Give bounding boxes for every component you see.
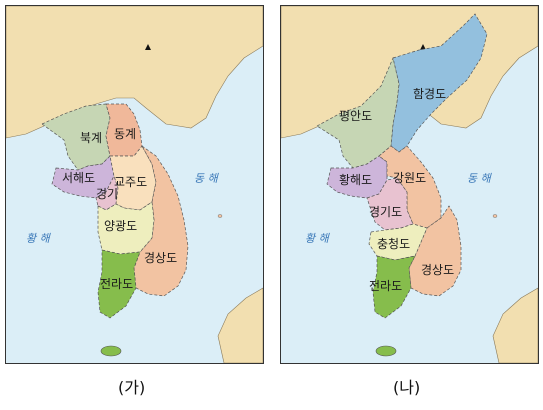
region-donggye <box>105 103 143 157</box>
sea-label-west: 황 해 <box>26 232 52 245</box>
land-outside <box>6 6 263 139</box>
map-a: 북계 동계 서해도 경기 교주도 양광도 경상도 전라도 동 해 황 해 <box>6 6 263 363</box>
region-label-yanggwangdo: 양광도 <box>104 219 137 233</box>
region-yanggwangdo <box>97 201 155 255</box>
region-label-bukgye: 북계 <box>80 131 102 145</box>
sea-label-east: 동 해 <box>194 172 220 185</box>
region-label-gyeongsangdo: 경상도 <box>421 263 454 277</box>
mountain-marker <box>420 44 426 50</box>
region-label-hwanghaedo: 황해도 <box>339 173 372 187</box>
caption-a: (가) <box>118 378 146 397</box>
sea-label-west: 황 해 <box>305 232 331 245</box>
region-label-chungcheongdo: 충청도 <box>377 237 410 251</box>
region-label-jeollado: 전라도 <box>369 279 402 293</box>
region-label-donggye: 동계 <box>114 127 136 141</box>
region-label-gyojudo: 교주도 <box>114 175 147 189</box>
region-label-gyeongsangdo: 경상도 <box>144 251 177 265</box>
island-dot <box>217 214 223 218</box>
island-dot <box>492 214 498 218</box>
region-pyeongando <box>316 56 400 169</box>
land-japan <box>217 287 263 363</box>
region-gyeonggido <box>366 177 414 231</box>
mountain-marker <box>145 44 151 50</box>
region-label-pyeongando: 평안도 <box>339 109 372 123</box>
map-b: 함경도 평안도 황해도 강원도 경기도 충청도 경상도 전라도 동 해 황 해 <box>281 6 538 363</box>
jeju-island <box>100 345 122 357</box>
region-jeollado <box>97 249 141 319</box>
caption-b: (나) <box>393 378 421 397</box>
jeju-island <box>375 345 397 357</box>
map-panel-b: 함경도 평안도 황해도 강원도 경기도 충청도 경상도 전라도 동 해 황 해 <box>280 5 539 364</box>
region-label-gyeongi: 경기 <box>96 187 118 201</box>
region-gyeongsangdo <box>408 205 462 297</box>
region-label-gyeonggido: 경기도 <box>369 205 402 219</box>
region-label-hamgyeongdo: 함경도 <box>413 87 446 101</box>
map-panel-a: 북계 동계 서해도 경기 교주도 양광도 경상도 전라도 동 해 황 해 <box>5 5 264 364</box>
region-jeollado <box>372 255 416 319</box>
region-gyeongsangdo <box>133 145 189 297</box>
land-japan <box>492 287 538 363</box>
region-label-jeollado: 전라도 <box>100 277 133 291</box>
sea-label-east: 동 해 <box>467 172 493 185</box>
region-chungcheongdo <box>368 223 428 261</box>
region-label-gangwondo: 강원도 <box>393 171 426 185</box>
region-label-seohaedo: 서해도 <box>62 171 95 185</box>
